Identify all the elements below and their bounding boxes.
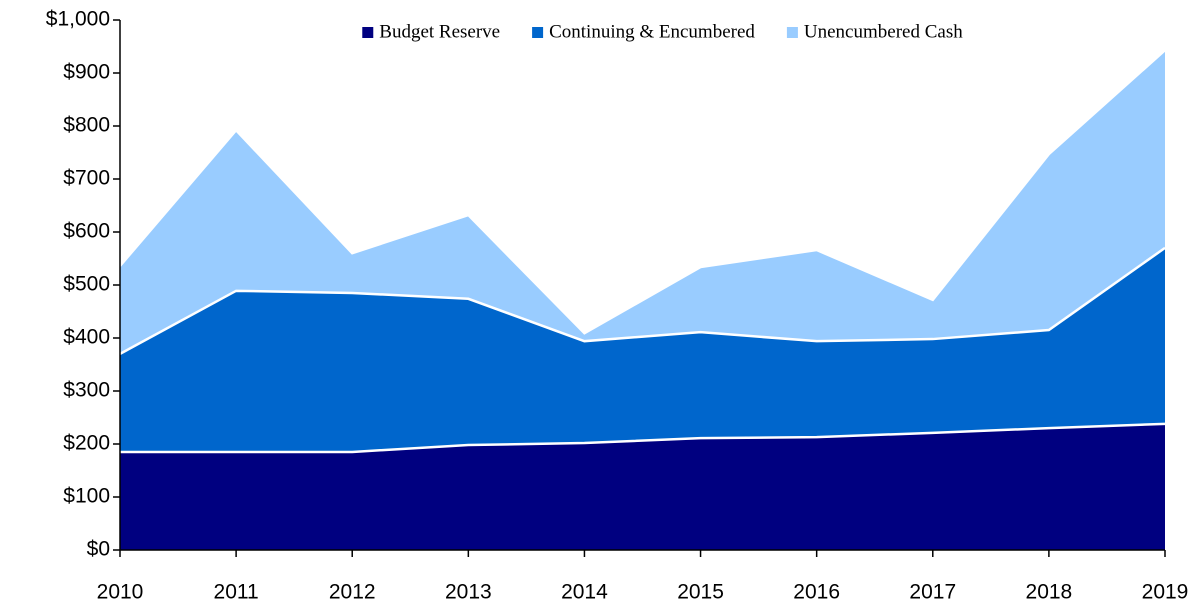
y-tick-label: $200 [63, 432, 110, 455]
area [120, 423, 1165, 550]
y-tick-label: $900 [63, 61, 110, 84]
legend-label: Unencumbered Cash [804, 21, 963, 42]
x-tick-label: 2014 [561, 581, 608, 604]
legend-label: Continuing & Encumbered [549, 21, 755, 42]
x-tick-label: 2017 [909, 581, 956, 604]
legend-swatch [532, 27, 544, 38]
area-edge [119, 246, 1166, 355]
legend-label: Budget Reserve [379, 21, 500, 42]
x-tick-label: 2016 [793, 581, 840, 604]
area-edge [120, 422, 1166, 454]
y-tick-label: $300 [63, 379, 110, 402]
y-tick-label: $800 [63, 114, 110, 137]
y-tick-label: $400 [63, 326, 110, 349]
legend-swatch [786, 27, 798, 38]
x-tick-label: 2013 [445, 581, 492, 604]
area [120, 247, 1165, 452]
area [120, 50, 1165, 354]
y-tick-label: $1,000 [46, 8, 110, 31]
x-tick-label: 2011 [214, 581, 259, 604]
y-tick-label: $0 [87, 538, 110, 561]
legend-swatch [362, 27, 374, 38]
y-tick-label: $100 [63, 485, 110, 508]
x-tick-label: 2015 [677, 581, 724, 604]
x-tick-label: 2010 [97, 581, 144, 604]
x-tick-label: 2019 [1142, 581, 1189, 604]
y-tick-label: $700 [63, 167, 110, 190]
y-tick-label: $600 [63, 220, 110, 243]
x-tick-label: 2018 [1026, 581, 1073, 604]
y-tick-label: $500 [63, 273, 110, 296]
x-tick-label: 2012 [329, 581, 376, 604]
area-edge [119, 49, 1166, 335]
